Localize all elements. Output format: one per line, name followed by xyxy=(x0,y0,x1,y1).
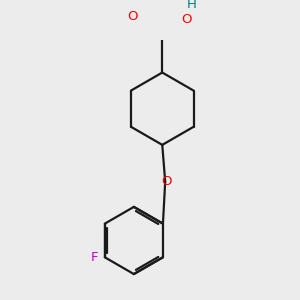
Text: F: F xyxy=(91,251,98,264)
Text: O: O xyxy=(182,13,192,26)
Text: O: O xyxy=(127,11,138,23)
Text: H: H xyxy=(187,0,197,11)
Text: O: O xyxy=(161,175,172,188)
